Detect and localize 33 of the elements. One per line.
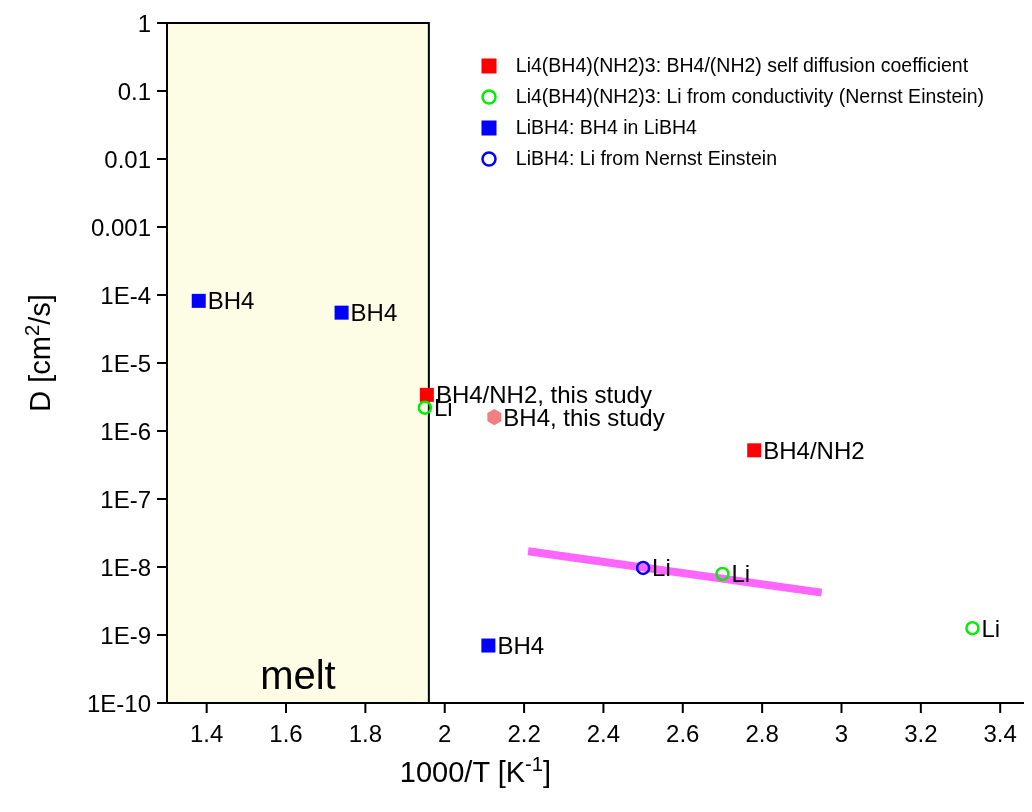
y-tick-label: 1E-9 <box>100 621 151 649</box>
legend-label: LiBH4: Li from Nernst Einstein <box>515 146 778 171</box>
x-tick-label: 2.8 <box>745 720 779 748</box>
data-label: BH4 <box>350 299 398 327</box>
x-tick-label: 2.6 <box>666 720 700 748</box>
y-tick-label: 1E-7 <box>100 485 151 513</box>
x-axis-title: 1000/T [K$^{-1}$] <box>399 753 552 788</box>
y-tick-label: 1E-10 <box>86 689 151 717</box>
x-tick-label: 1.6 <box>269 720 303 748</box>
data-label: BH4 <box>497 631 545 659</box>
y-tick-label: 1E-5 <box>100 349 151 377</box>
y-tick-label: 0.1 <box>117 77 151 105</box>
y-tick-label: 1E-8 <box>100 553 151 581</box>
x-tick-label: 3.4 <box>983 720 1017 748</box>
x-tick-label: 2.4 <box>586 720 621 748</box>
x-tick-label: 2 <box>438 720 452 748</box>
x-tick-label: 1.8 <box>348 720 383 748</box>
band-label: melt <box>260 653 336 697</box>
y-tick-label: 1E-6 <box>100 417 151 445</box>
y-tick-label: 0.001 <box>90 213 151 241</box>
x-tick-label: 1.4 <box>189 720 224 748</box>
y-tick-label: 1 <box>137 9 151 37</box>
y-tick-label: 0.01 <box>104 145 151 173</box>
data-label: BH4 <box>207 287 255 315</box>
legend-label: Li4(BH4)(NH2)3: Li from conductivity (Nernst Einstein) <box>515 84 984 109</box>
x-tick-label: 2.2 <box>507 720 541 748</box>
data-label: BH4/NH2 <box>763 436 865 464</box>
y-tick-label: 1E-4 <box>100 281 151 309</box>
x-tick-label: 3.2 <box>904 720 938 748</box>
x-tick-label: 3 <box>834 720 849 748</box>
legend-label: LiBH4: BH4 in LiBH4 <box>515 115 697 140</box>
data-label: Li <box>981 614 1001 642</box>
legend-label: Li4(BH4)(NH2)3: BH4/(NH2) self diffusion coefficient <box>515 53 969 78</box>
